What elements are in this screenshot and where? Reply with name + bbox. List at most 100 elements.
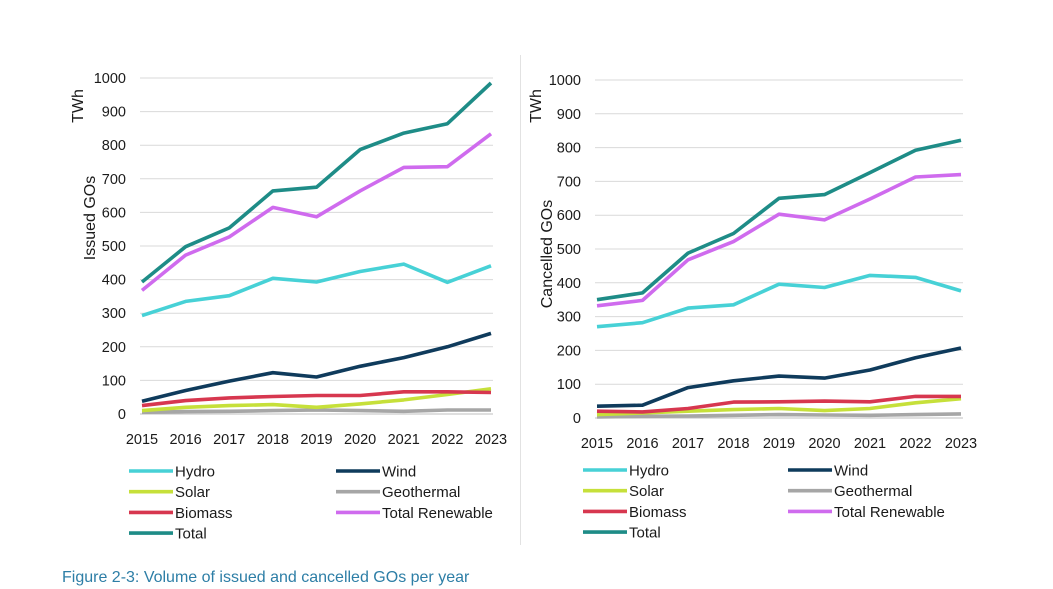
x-tick-label: 2017 — [213, 432, 245, 448]
data-point-total-renewable — [914, 175, 917, 178]
y-tick-label: 200 — [557, 343, 581, 359]
x-tick-label: 2016 — [169, 432, 201, 448]
x-tick-label: 2018 — [257, 432, 289, 448]
data-point-biomass — [315, 394, 318, 397]
data-point-wind — [359, 365, 362, 368]
data-point-solar — [868, 407, 871, 410]
legend-label-solar: Solar — [629, 483, 664, 500]
data-point-total-renewable — [402, 166, 405, 169]
legend-label-total: Total — [175, 526, 207, 543]
series-line-hydro — [596, 273, 962, 329]
y-tick-label: 500 — [102, 239, 126, 255]
data-point-solar — [489, 387, 492, 390]
x-tick-label: 2018 — [717, 436, 749, 452]
x-tick-label: 2020 — [344, 432, 376, 448]
x-tick-label: 2019 — [763, 436, 795, 452]
data-point-total — [140, 280, 143, 283]
data-point-solar — [595, 413, 598, 416]
y-tick-label: 700 — [102, 172, 126, 188]
data-point-wind — [595, 405, 598, 408]
data-point-biomass — [140, 404, 143, 407]
legend-label-geothermal: Geothermal — [834, 483, 912, 500]
data-point-hydro — [959, 289, 962, 292]
y-tick-label: 100 — [102, 373, 126, 389]
data-point-solar — [732, 408, 735, 411]
data-point-biomass — [489, 391, 492, 394]
data-point-total — [641, 291, 644, 294]
data-point-hydro — [777, 283, 780, 286]
legend-label-hydro: Hydro — [175, 464, 215, 481]
y-tick-label: 600 — [102, 205, 126, 221]
data-point-total — [914, 149, 917, 152]
y-axis-title: Cancelled GOs — [539, 200, 556, 309]
series-line-geothermal — [141, 408, 491, 415]
y-tick-label: 1000 — [549, 73, 581, 89]
x-tick-label: 2015 — [581, 436, 613, 452]
data-point-solar — [140, 409, 143, 412]
data-point-wind — [823, 377, 826, 380]
data-point-hydro — [595, 325, 598, 328]
y-tick-label: 100 — [557, 377, 581, 393]
data-point-total — [359, 148, 362, 151]
series-line-wind — [596, 346, 962, 408]
data-point-hydro — [489, 264, 492, 267]
x-tick-label: 2023 — [945, 436, 977, 452]
data-point-hydro — [359, 270, 362, 273]
data-point-geothermal — [686, 414, 689, 417]
y-tick-label: 200 — [102, 340, 126, 356]
data-point-hydro — [914, 276, 917, 279]
data-point-geothermal — [868, 414, 871, 417]
legend-label-total-renewable: Total Renewable — [382, 505, 493, 522]
data-point-hydro — [271, 277, 274, 280]
y-axis-title: Issued GOs — [82, 176, 99, 260]
data-point-biomass — [595, 410, 598, 413]
data-point-hydro — [140, 314, 143, 317]
data-point-solar — [402, 398, 405, 401]
series-line-total-renewable — [596, 172, 962, 308]
data-point-solar — [777, 407, 780, 410]
data-point-geothermal — [402, 410, 405, 413]
data-point-total — [446, 122, 449, 125]
data-point-geothermal — [914, 413, 917, 416]
data-point-solar — [271, 403, 274, 406]
series-line-total-renewable — [140, 132, 493, 292]
data-point-geothermal — [228, 410, 231, 413]
figure-caption: Figure 2-3: Volume of issued and cancell… — [62, 569, 470, 586]
data-point-geothermal — [184, 410, 187, 413]
data-point-geothermal — [489, 408, 492, 411]
y-tick-label: 800 — [557, 141, 581, 157]
data-point-biomass — [914, 395, 917, 398]
data-point-wind — [641, 404, 644, 407]
y-tick-label: 300 — [557, 310, 581, 326]
data-point-total — [315, 186, 318, 189]
data-point-total-renewable — [184, 253, 187, 256]
x-tick-label: 2022 — [431, 432, 463, 448]
data-point-total-renewable — [359, 189, 362, 192]
data-point-biomass — [959, 395, 962, 398]
data-point-total-renewable — [959, 173, 962, 176]
data-point-total — [732, 232, 735, 235]
legend-label-total-renewable: Total Renewable — [834, 504, 945, 521]
data-point-wind — [914, 356, 917, 359]
data-point-wind — [228, 379, 231, 382]
data-point-total — [823, 193, 826, 196]
data-point-biomass — [271, 395, 274, 398]
legend-label-total: Total — [629, 525, 661, 542]
data-point-biomass — [446, 390, 449, 393]
data-point-hydro — [823, 286, 826, 289]
y-tick-label: 700 — [557, 174, 581, 190]
x-tick-label: 2023 — [475, 432, 507, 448]
data-point-wind — [184, 389, 187, 392]
data-point-biomass — [823, 400, 826, 403]
data-point-total-renewable — [868, 197, 871, 200]
data-point-biomass — [732, 401, 735, 404]
data-point-biomass — [686, 407, 689, 410]
data-point-wind — [489, 332, 492, 335]
data-point-hydro — [641, 321, 644, 324]
data-point-total-renewable — [686, 258, 689, 261]
data-point-wind — [402, 356, 405, 359]
data-point-total-renewable — [489, 132, 492, 135]
data-point-solar — [823, 409, 826, 412]
series-line-total — [596, 138, 962, 302]
data-point-total — [595, 298, 598, 301]
